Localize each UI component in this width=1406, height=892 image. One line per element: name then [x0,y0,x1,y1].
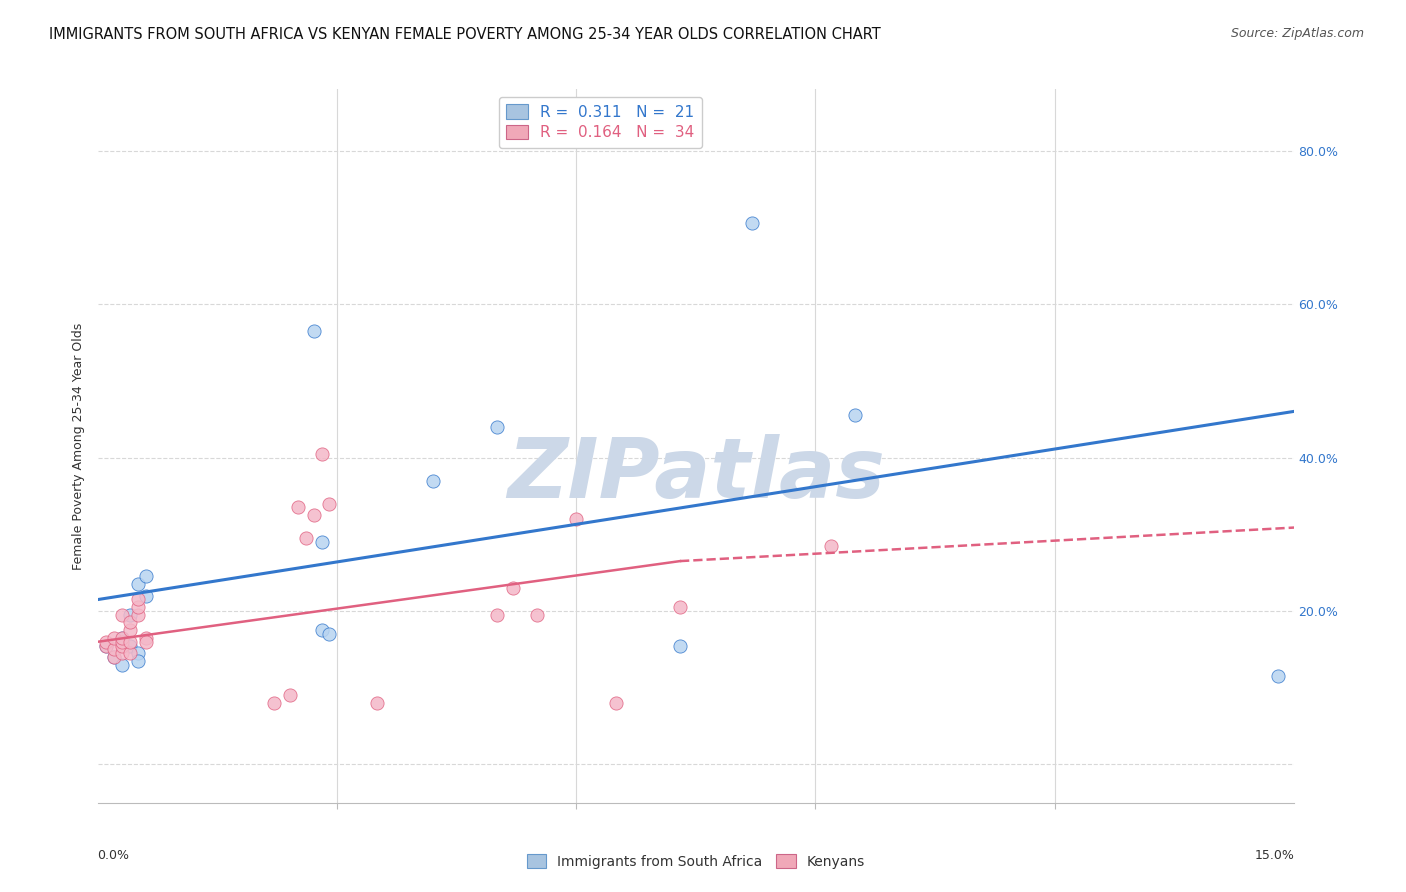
Point [311,623,333,637]
Text: IMMIGRANTS FROM SOUTH AFRICA VS KENYAN FEMALE POVERTY AMONG 25-34 YEAR OLDS CORR: IMMIGRANTS FROM SOUTH AFRICA VS KENYAN F… [49,27,882,42]
Point [302,508,325,522]
Point [127,592,149,607]
Point [526,607,548,622]
Text: 0.0%: 0.0% [97,849,129,863]
Point [844,409,866,423]
Point [422,474,444,488]
Point [96,639,118,653]
Point [565,512,588,526]
Point [135,589,157,603]
Point [318,497,340,511]
Point [120,634,142,648]
Legend: Immigrants from South Africa, Kenyans: Immigrants from South Africa, Kenyans [522,849,870,874]
Point [120,639,142,653]
Point [111,657,134,672]
Point [127,577,149,591]
Point [1267,669,1289,683]
Point [127,600,149,615]
Point [318,627,340,641]
Point [103,642,125,657]
Point [820,539,842,553]
Text: ZIPatlas: ZIPatlas [508,434,884,515]
Point [287,500,309,515]
Point [311,535,333,549]
Point [135,634,157,648]
Point [127,607,149,622]
Point [103,650,125,665]
Point [278,689,301,703]
Point [103,631,125,645]
Text: Source: ZipAtlas.com: Source: ZipAtlas.com [1230,27,1364,40]
Point [111,634,134,648]
Point [96,634,118,648]
Point [111,646,134,660]
Point [111,607,134,622]
Point [111,631,134,645]
Point [120,607,142,622]
Point [111,631,134,645]
Point [120,646,142,660]
Point [302,324,325,338]
Point [120,623,142,637]
Point [127,646,149,660]
Point [605,696,627,710]
Point [741,217,763,231]
Point [366,696,388,710]
Point [127,654,149,668]
Point [120,615,142,630]
Point [485,607,508,622]
Point [485,419,508,434]
Point [135,569,157,583]
Point [96,639,118,653]
Point [294,531,316,545]
Point [111,639,134,653]
Y-axis label: Female Poverty Among 25-34 Year Olds: Female Poverty Among 25-34 Year Olds [72,322,86,570]
Point [502,581,524,595]
Point [135,631,157,645]
Point [311,447,333,461]
Point [669,600,692,615]
Point [263,696,285,710]
Point [103,650,125,665]
Point [669,639,692,653]
Text: 15.0%: 15.0% [1254,849,1295,863]
